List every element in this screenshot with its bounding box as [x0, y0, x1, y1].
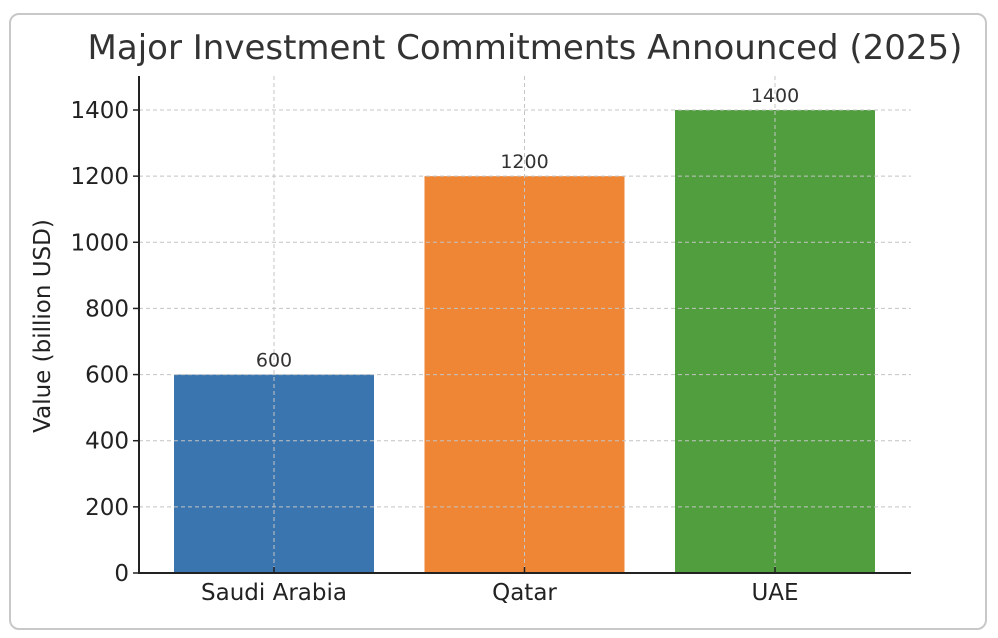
y-tick-label: 0 — [114, 561, 129, 587]
y-tick-label: 1400 — [70, 98, 129, 124]
y-tick-label: 800 — [85, 296, 129, 322]
chart-title: Major Investment Commitments Announced (… — [87, 28, 963, 68]
y-tick-label: 400 — [85, 429, 129, 455]
y-tick-label: 1000 — [70, 230, 129, 256]
y-tick-label: 200 — [85, 495, 129, 521]
x-tick-label: Qatar — [492, 580, 557, 606]
data-label: 1200 — [500, 151, 548, 173]
data-label: 600 — [256, 350, 292, 372]
labels: 600 1200 1400 0 200 400 600 800 1000 1200 1400 Saud… — [70, 85, 799, 606]
bar-uae — [675, 110, 875, 573]
axes — [133, 76, 911, 574]
x-tick-label: Saudi Arabia — [201, 580, 347, 606]
y-tick-label: 1200 — [70, 164, 129, 190]
bar-saudi-arabia — [174, 374, 374, 573]
data-label: 1400 — [751, 85, 799, 107]
x-tick-label: UAE — [751, 580, 798, 606]
vertical-gridlines — [139, 76, 911, 573]
y-tick-label: 600 — [85, 363, 129, 389]
